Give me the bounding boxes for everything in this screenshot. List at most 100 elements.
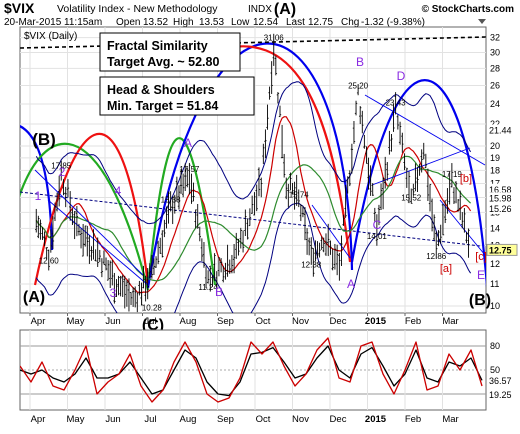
wave-label: [c] (475, 251, 487, 263)
osc-x-tick: Nov (292, 414, 309, 425)
wave-label: 2 (59, 165, 66, 179)
high-value: 13.53 (199, 17, 224, 28)
price-label: 12.60 (39, 257, 60, 266)
osc-x-tick: Jun (105, 414, 120, 425)
oscillator-x-axis: Apr May Jun Jul Aug Sep Oct Nov Dec 2015 Feb Mar (31, 414, 459, 425)
wave-label: (A) (274, 1, 296, 18)
hs-line1: Head & Shoulders (107, 83, 215, 97)
wave-label: 1 (35, 189, 42, 203)
oscillator-right-labels: 36.57 19.25 (487, 375, 517, 401)
y-tick-label: 10 (490, 301, 500, 311)
trendline-dec-lower (371, 147, 471, 186)
trendline-wave-3b (34, 169, 144, 276)
fractal-similarity-box: Fractal Similarity Target Avg. ~ 52.80 (99, 32, 241, 72)
osc-value-tag: 36.57 (489, 376, 512, 386)
price-label: 17.19 (442, 170, 463, 179)
value-tag-bg (487, 124, 517, 136)
wave-label: [a] (440, 263, 452, 275)
moving-averages (35, 116, 472, 294)
price-label: 14.01 (367, 232, 388, 241)
y-tick-label: 24 (490, 99, 500, 109)
open-value: 13.52 (143, 17, 168, 28)
trendline-nov (311, 204, 351, 259)
y-tick-label: 11 (490, 279, 499, 289)
wave-label: A (347, 277, 355, 291)
price-x-ticks (29, 313, 443, 316)
price-label: 12.86 (426, 252, 447, 261)
wave-label: B (215, 285, 223, 299)
head-shoulders-box: Head & Shoulders Min. Target = 51.84 (99, 76, 255, 116)
osc-fast-line (20, 337, 483, 403)
value-tag-bg (487, 192, 517, 204)
osc-x-tick: Jul (144, 414, 156, 425)
price-label: 17.85 (51, 161, 72, 170)
cycle-arc-red-1 (33, 133, 150, 286)
high-label: High (173, 17, 194, 28)
chg-value: -1.32 (-9.38%) (361, 17, 425, 28)
osc-x-tick: 2015 (365, 414, 387, 425)
symbol-title: $VIX (4, 0, 35, 16)
last-value: 12.75 (308, 17, 333, 28)
y-tick-label: 22 (490, 119, 500, 129)
price-label: 15.74 (289, 190, 310, 199)
datetime: 20-Mar-2015 11:15am (4, 17, 102, 28)
x-tick-label: Mar (442, 316, 458, 327)
wave-label: B (356, 55, 364, 69)
price-label: 15.38 (161, 196, 182, 205)
price-label: 12.38 (301, 261, 322, 270)
price-y-axis: 1011121314151617181920222426283032 (490, 33, 500, 311)
x-tick-label: Aug (180, 316, 197, 327)
value-tag-bg (487, 183, 517, 195)
y-tick-label: 19 (490, 153, 500, 163)
osc-slow-line (20, 345, 483, 397)
hs-line2: Min. Target = 51.84 (107, 99, 218, 113)
osc-value-tag-bg (487, 389, 517, 401)
wave-label: (A) (23, 289, 45, 306)
fractal-line1: Fractal Similarity (107, 39, 208, 53)
y-tick-label: 14 (490, 223, 500, 233)
osc-value-tag-bg (487, 375, 517, 387)
osc-y-tick: 50 (490, 365, 500, 375)
wave-label: D (397, 69, 406, 83)
dashed-trend-upper (20, 36, 486, 49)
wave-label: C (373, 218, 382, 232)
x-tick-label: Feb (405, 316, 421, 327)
value-tag: 15.26 (489, 204, 512, 214)
y-tick-label: 30 (490, 47, 500, 57)
value-tag: 12.75 (489, 245, 512, 255)
last-label: Last (286, 17, 305, 28)
osc-x-tick: Sep (217, 414, 234, 425)
osc-x-tick: Aug (180, 414, 197, 425)
price-x-axis: Apr May Jun Jul Aug Sep Oct Nov Dec 2015 Feb Mar (31, 316, 459, 327)
value-tag: 16.58 (489, 185, 512, 195)
chg-label: Chg (341, 17, 359, 28)
cycle-arc-red-2 (217, 45, 352, 263)
value-tag-bg (487, 202, 517, 214)
envelope-bands (35, 81, 472, 313)
x-tick-label: Oct (256, 316, 271, 327)
wave-label: 3 (110, 286, 117, 300)
osc-x-tick: Dec (330, 414, 347, 425)
wave-label: (B) (32, 130, 56, 149)
oscillator-lines (20, 337, 483, 403)
x-tick-label: May (67, 316, 85, 327)
band-upper (35, 81, 472, 225)
cycle-arc-blue-2 (146, 42, 354, 289)
low-value: 12.54 (253, 17, 278, 28)
y-tick-label: 20 (490, 141, 500, 151)
index-name: Volatility Index - New Methodology (57, 3, 218, 15)
fractal-line2: Target Avg. ~ 52.80 (107, 55, 219, 69)
price-label: 15.52 (401, 194, 422, 203)
osc-x-tick: Apr (31, 414, 46, 425)
wave-label: 4 (115, 184, 122, 198)
chart-legend: $VIX (Daily) (24, 31, 77, 42)
value-tag: 21.44 (489, 125, 512, 135)
osc-x-tick: Feb (405, 414, 421, 425)
price-label: 31.06 (264, 33, 285, 42)
price-label: 17.57 (179, 165, 200, 174)
open-label: Open (116, 17, 140, 28)
copyright: © StockCharts.com (422, 4, 515, 15)
dropdown-arrow-icon[interactable] (478, 19, 486, 24)
